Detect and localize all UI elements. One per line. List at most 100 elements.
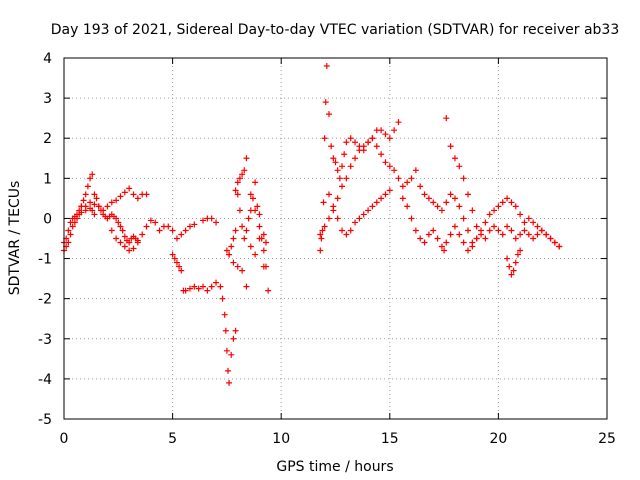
data-point — [228, 243, 235, 250]
data-point — [139, 231, 146, 238]
data-point — [443, 239, 450, 246]
data-point — [87, 199, 94, 206]
data-point — [134, 195, 141, 202]
data-point — [224, 367, 231, 374]
data-point — [239, 171, 246, 178]
data-point — [460, 215, 467, 222]
data-point — [322, 99, 329, 106]
data-point — [499, 231, 506, 238]
data-point — [399, 195, 406, 202]
x-tick-label: 20 — [489, 431, 507, 447]
data-point — [318, 235, 325, 242]
data-point — [464, 227, 471, 234]
data-point — [325, 215, 332, 222]
x-tick-label: 0 — [60, 431, 69, 447]
y-tick-label: -4 — [38, 372, 52, 388]
data-point — [334, 195, 341, 202]
data-point — [330, 203, 337, 210]
data-point — [256, 235, 263, 242]
data-point — [336, 175, 343, 182]
data-point — [456, 231, 463, 238]
data-point — [506, 263, 513, 270]
data-point — [115, 219, 122, 226]
data-point — [226, 379, 233, 386]
data-point — [517, 247, 524, 254]
data-point — [408, 175, 415, 182]
data-point — [347, 227, 354, 234]
data-point — [443, 199, 450, 206]
data-point — [456, 203, 463, 210]
data-point — [247, 191, 254, 198]
data-point — [341, 151, 348, 158]
data-point — [252, 207, 259, 214]
data-point — [230, 235, 237, 242]
data-point — [232, 327, 239, 334]
data-point — [547, 235, 554, 242]
data-point — [469, 239, 476, 246]
data-point — [434, 203, 441, 210]
data-point — [100, 207, 107, 214]
data-point — [386, 135, 393, 142]
data-point — [421, 191, 428, 198]
data-point — [530, 219, 537, 226]
data-point — [104, 203, 111, 210]
data-point — [325, 191, 332, 198]
data-point — [265, 287, 272, 294]
data-point — [482, 219, 489, 226]
data-point — [234, 263, 241, 270]
data-point — [491, 207, 498, 214]
y-tick-label: -2 — [38, 292, 52, 308]
data-point — [447, 231, 454, 238]
data-point — [495, 203, 502, 210]
data-point — [95, 203, 102, 210]
data-point — [352, 139, 359, 146]
data-point — [320, 199, 327, 206]
data-point — [108, 199, 115, 206]
data-point — [430, 199, 437, 206]
data-point — [334, 215, 341, 222]
data-point — [360, 143, 367, 150]
data-point — [473, 235, 480, 242]
data-point — [425, 195, 432, 202]
data-point — [473, 223, 480, 230]
data-point — [321, 135, 328, 142]
data-point — [260, 231, 267, 238]
y-tick-label: 4 — [43, 51, 52, 67]
data-point — [182, 227, 189, 234]
data-point — [360, 211, 367, 218]
data-point — [517, 211, 524, 218]
data-point — [230, 259, 237, 266]
data-point — [343, 231, 350, 238]
x-tick-label: 25 — [598, 431, 616, 447]
data-point — [117, 193, 124, 200]
data-point — [186, 285, 193, 292]
data-point — [347, 135, 354, 142]
data-point — [538, 227, 545, 234]
data-point — [386, 187, 393, 194]
data-point — [512, 235, 519, 242]
data-point — [91, 191, 98, 198]
data-point — [226, 251, 233, 258]
data-point — [317, 247, 324, 254]
data-point — [404, 203, 411, 210]
data-point — [232, 187, 239, 194]
data-point — [378, 127, 385, 134]
data-point — [328, 143, 335, 150]
data-point — [256, 211, 263, 218]
x-axis-label: GPS time / hours — [276, 459, 393, 475]
x-tick-label: 15 — [381, 431, 399, 447]
grid-lines — [64, 58, 607, 419]
data-point — [82, 191, 89, 198]
data-point — [256, 223, 263, 230]
data-point — [321, 223, 328, 230]
data-point — [236, 207, 243, 214]
data-point — [373, 199, 380, 206]
data-point — [232, 227, 239, 234]
data-point — [243, 227, 250, 234]
data-point — [113, 215, 120, 222]
data-point — [241, 167, 248, 174]
data-point — [230, 335, 237, 342]
data-point — [126, 239, 133, 246]
data-point — [71, 219, 78, 226]
data-point — [65, 227, 72, 234]
